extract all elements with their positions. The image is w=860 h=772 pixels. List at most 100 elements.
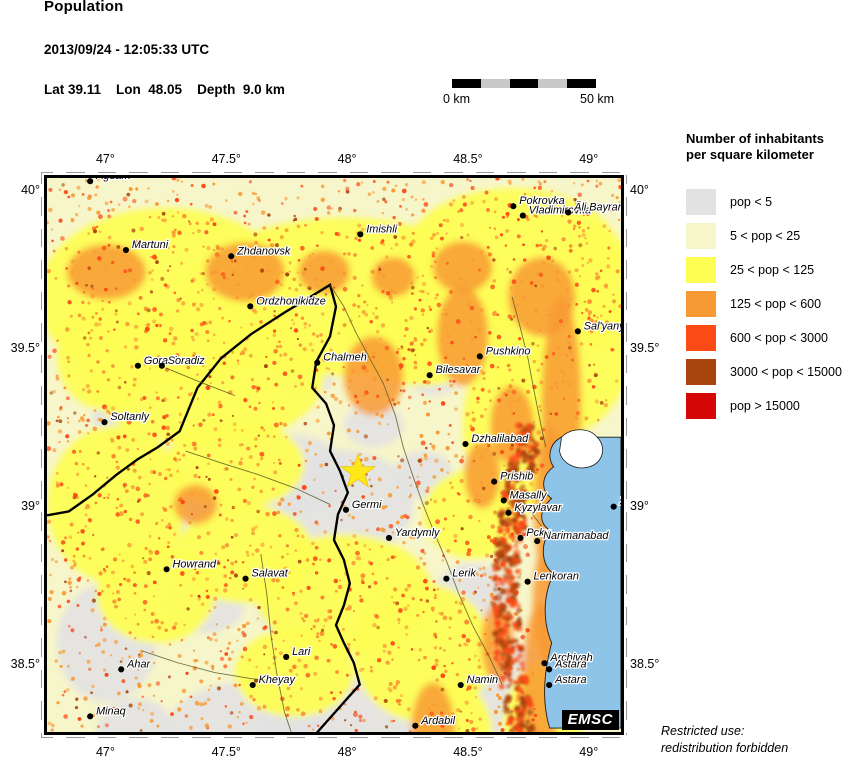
axis-y-label: 39.5°	[10, 341, 40, 355]
legend-title-line2: per square kilometer	[686, 147, 814, 162]
axis-x-label: 48.5°	[453, 745, 483, 759]
scale-segment	[452, 79, 481, 88]
axis-x-label: 48°	[337, 152, 357, 166]
legend-title-line1: Number of inhabitants	[686, 131, 824, 146]
legend-row: 125 < pop < 600	[686, 287, 860, 321]
restricted-line2: redistribution forbidden	[661, 741, 789, 755]
svg-text:Sal'yany: Sal'yany	[584, 320, 621, 332]
axis-x-label: 48°	[337, 745, 357, 759]
map-canvas: AgdamAgdamMartuniMartuniZhdanovskZhdanov…	[47, 178, 621, 732]
city-marker	[158, 362, 165, 369]
event-parameters: Lat 39.11 Lon 48.05 Depth 9.0 km	[44, 82, 285, 97]
city-layer: AgdamAgdamMartuniMartuniZhdanovskZhdanov…	[87, 178, 621, 729]
city-label: Namin	[467, 674, 498, 686]
city-marker	[491, 478, 498, 485]
axis-y-label: 38.5°	[10, 657, 40, 672]
emsc-logo: EMSC	[561, 710, 619, 730]
svg-text:Masally: Masally	[510, 489, 547, 501]
axis-x-label: 47°	[95, 152, 115, 166]
svg-text:Germi: Germi	[352, 499, 382, 511]
city-label: Salavat	[251, 568, 288, 580]
axis-x-label: 47°	[95, 745, 115, 759]
svg-text:Imishli: Imishli	[366, 223, 397, 235]
svg-text:Soltanly: Soltanly	[110, 411, 149, 423]
svg-text:Archivah: Archivah	[549, 652, 592, 664]
city-label: Minaq	[96, 705, 126, 717]
axis-y-label: 39°	[630, 499, 649, 514]
city-marker	[314, 359, 321, 366]
svg-text:Bilesavar: Bilesavar	[436, 364, 481, 376]
city-label: Zhd	[619, 496, 621, 508]
legend: Number of inhabitants per square kilomet…	[686, 131, 860, 423]
city-label: Zhdanovsk	[236, 245, 291, 257]
axis-y-label: 39.5°	[630, 341, 660, 355]
axis-x-label: 47.5°	[211, 745, 241, 759]
city-label: Astara	[554, 674, 586, 686]
svg-text:Namin: Namin	[467, 674, 498, 686]
legend-label: 600 < pop < 3000	[730, 331, 829, 345]
city-marker	[247, 303, 254, 310]
city-label: Lerik	[452, 568, 476, 580]
svg-text:Martuni: Martuni	[132, 239, 169, 251]
city-marker	[134, 362, 141, 369]
svg-text:Prishib: Prishib	[500, 471, 533, 483]
scale-segment	[567, 79, 596, 88]
city-marker	[101, 419, 108, 426]
city-label: Dzhalilabad	[471, 433, 529, 445]
svg-text:Astara: Astara	[554, 658, 586, 670]
city-marker	[476, 353, 483, 360]
scale-segment	[480, 79, 510, 88]
legend-row: 3000 < pop < 15000	[686, 355, 860, 389]
legend-swatch	[686, 223, 716, 249]
axis-x-label: 47.5°	[211, 152, 241, 166]
city-marker	[412, 722, 419, 729]
legend-label: pop < 5	[730, 195, 773, 209]
axis-y-label: 40°	[21, 182, 40, 197]
city-label: Agdam	[95, 178, 130, 182]
city-marker	[505, 509, 512, 516]
scale-min-label: 0 km	[443, 92, 471, 106]
city-marker	[462, 440, 469, 448]
international-border	[47, 283, 362, 732]
city-label: Kheyay	[259, 674, 296, 686]
axis-x-label: 49°	[579, 152, 599, 166]
svg-text:Lari: Lari	[292, 646, 311, 658]
city-label: Astara	[554, 658, 586, 670]
city-label: Imishli	[366, 223, 397, 235]
city-marker	[546, 681, 553, 689]
event-datetime: 2013/09/24 - 12:05:33 UTC	[44, 42, 210, 57]
svg-text:Chalmeh: Chalmeh	[323, 352, 367, 364]
svg-text:Dzhalilabad: Dzhalilabad	[471, 433, 529, 445]
city-label: Ahar	[126, 658, 150, 670]
axis-y-label: 40°	[630, 182, 649, 197]
city-label: Äli Bayramly	[573, 201, 621, 213]
legend-row: 5 < pop < 25	[686, 219, 860, 253]
city-marker	[524, 578, 531, 585]
city-marker	[610, 503, 617, 510]
population-map[interactable]: AgdamAgdamMartuniMartuniZhdanovskZhdanov…	[44, 175, 624, 735]
city-marker	[443, 575, 450, 582]
axis-x-label: 49°	[579, 745, 599, 759]
svg-text:Kheyay: Kheyay	[259, 674, 296, 686]
map-scale-bar	[452, 79, 596, 88]
city-label: Masally	[510, 489, 547, 501]
axis-y-label: 39°	[21, 499, 40, 514]
city-label: Lari	[292, 646, 311, 658]
city-label: Archivah	[549, 652, 592, 664]
legend-label: pop > 15000	[730, 399, 800, 413]
city-label: Pokrovka	[519, 195, 564, 207]
city-marker	[122, 246, 130, 254]
city-label: Germi	[352, 499, 382, 511]
axis-x-label: 48.5°	[453, 152, 483, 166]
svg-text:Pokrovka: Pokrovka	[519, 195, 564, 207]
city-label: Soltanly	[110, 411, 149, 423]
legend-swatch	[686, 291, 716, 317]
restricted-use-notice: Restricted use: redistribution forbidden	[661, 723, 788, 757]
legend-label: 5 < pop < 25	[730, 229, 801, 243]
page-title: Population	[44, 0, 124, 15]
svg-text:Salavat: Salavat	[251, 568, 288, 580]
city-marker	[457, 681, 464, 689]
map-raster: AgdamAgdamMartuniMartuniZhdanovskZhdanov…	[47, 178, 621, 732]
svg-text:Lerik: Lerik	[452, 568, 476, 580]
city-label: Soradiz	[168, 355, 205, 367]
